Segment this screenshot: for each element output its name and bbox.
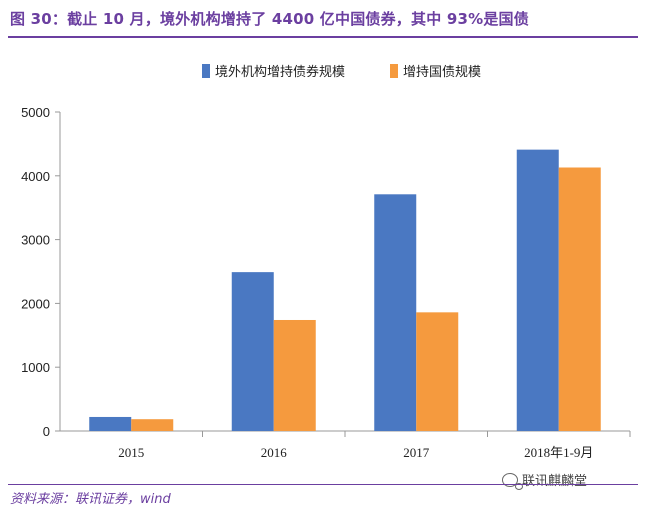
x-tick-label: 2018年1-9月 (524, 445, 593, 460)
y-tick-label: 1000 (21, 360, 50, 375)
x-tick-label: 2017 (403, 445, 430, 460)
legend-item-treasury-holdings-swatch (390, 64, 398, 78)
watermark-text: 联讯麒麟堂 (522, 474, 588, 489)
wechat-icon (502, 472, 523, 490)
y-tick-label: 2000 (21, 296, 50, 311)
y-tick-label: 3000 (21, 233, 50, 248)
bar-treasury-holdings (416, 312, 459, 431)
footer-divider (8, 484, 638, 485)
bars (89, 149, 601, 432)
bar-treasury-holdings (273, 319, 316, 431)
y-tick-label: 0 (43, 424, 50, 439)
title-divider (8, 36, 638, 38)
bar-foreign-holdings (374, 194, 417, 431)
legend-item-foreign-holdings: 境外机构增持债券规模 (215, 64, 345, 80)
legend: 境外机构增持债券规模 增持国债规模 (202, 64, 481, 80)
labels: 0 1000 2000 3000 4000 5000 2015 2016 2017 2018年1-… (21, 105, 593, 460)
bar-treasury-holdings (131, 419, 174, 431)
source-note: 资料来源：联讯证券，wind (10, 492, 171, 507)
chart-title: 图 30：截止 10 月，境外机构增持了 4400 亿中国债券，其中 93%是国… (10, 10, 529, 28)
bar-foreign-holdings (231, 272, 274, 431)
y-tick-label: 4000 (21, 169, 50, 184)
x-tick-label: 2016 (261, 445, 288, 460)
bar-treasury-holdings (558, 167, 601, 432)
watermark: 联讯麒麟堂 (502, 470, 588, 490)
y-tick-label: 5000 (21, 105, 50, 120)
bar-foreign-holdings (89, 416, 132, 431)
legend-item-foreign-holdings-swatch (202, 64, 210, 78)
legend-item-treasury-holdings: 增持国债规模 (403, 65, 481, 80)
bar-foreign-holdings (516, 149, 559, 431)
x-tick-label: 2015 (118, 445, 144, 460)
